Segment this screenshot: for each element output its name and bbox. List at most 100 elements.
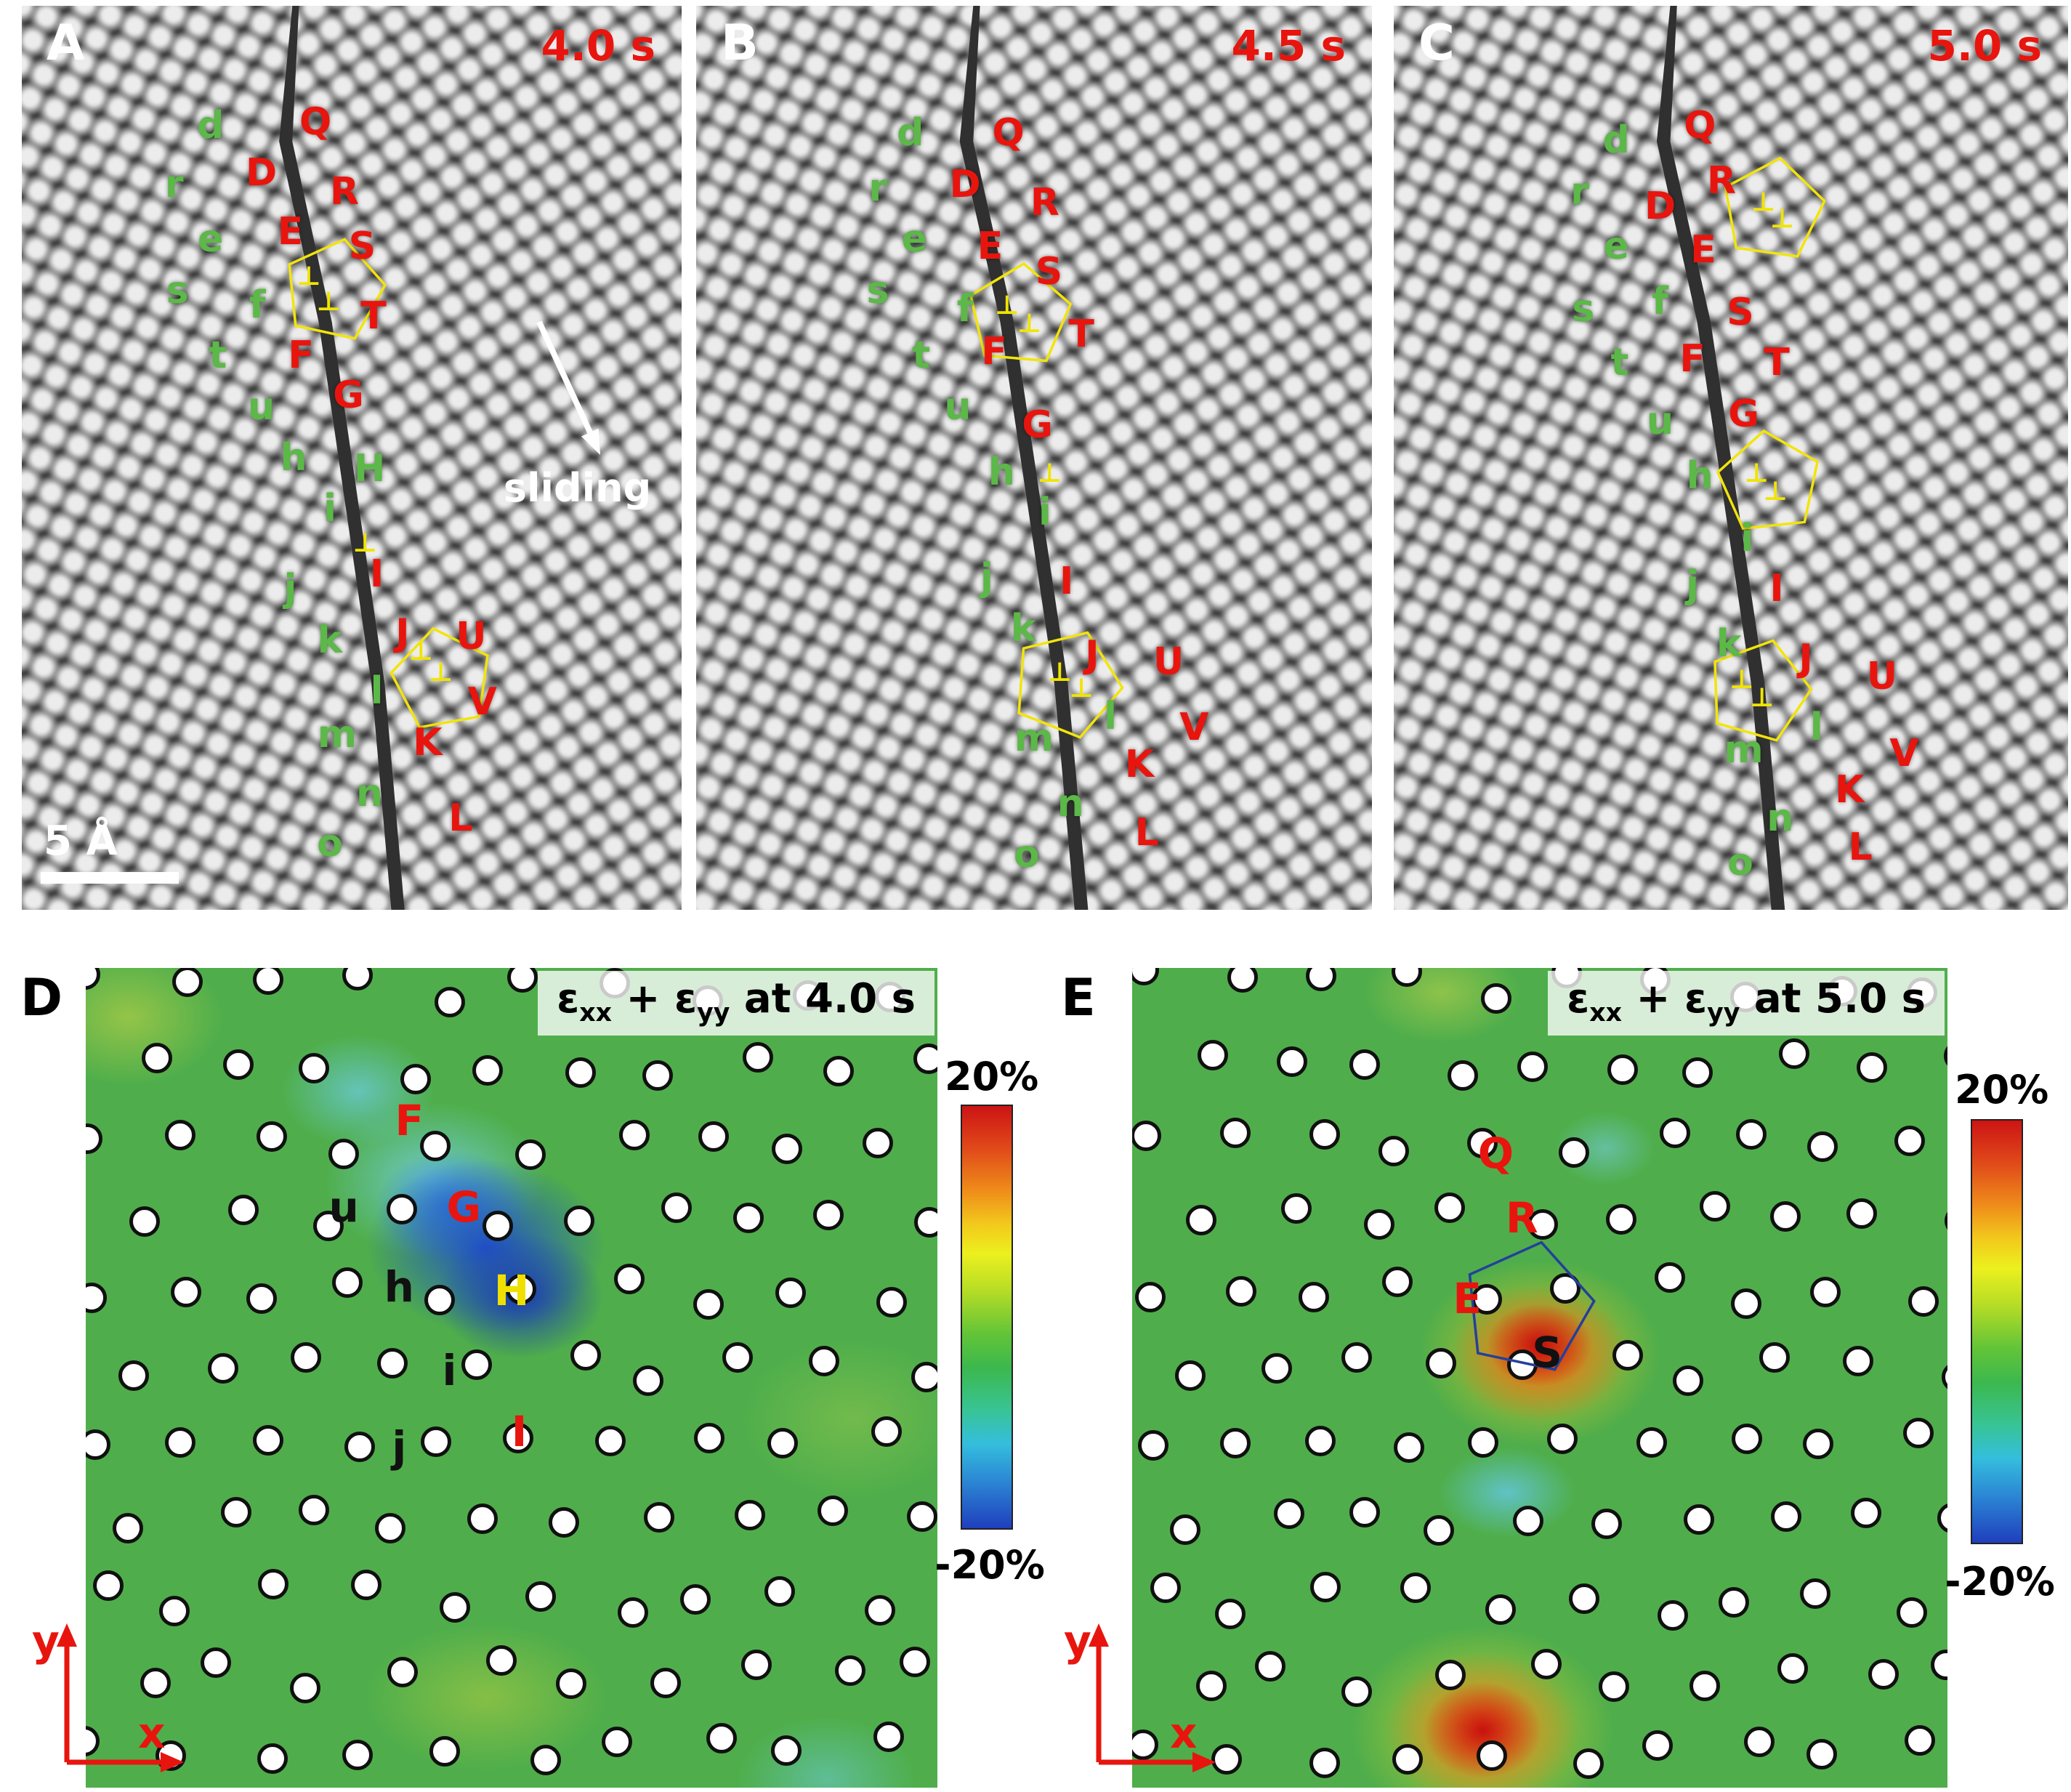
xy-axes-d: y x bbox=[32, 1616, 184, 1772]
atom-circle bbox=[1770, 1501, 1801, 1533]
atom-circle bbox=[424, 1284, 456, 1315]
atom-circle bbox=[617, 1597, 648, 1628]
atom-circle bbox=[1806, 1739, 1837, 1770]
atom-circle bbox=[1261, 1353, 1293, 1384]
atom-circle bbox=[1170, 1514, 1201, 1546]
atom-circle bbox=[514, 1139, 546, 1171]
atom-label-⊥: ⊥ bbox=[1744, 459, 1769, 489]
atom-label-Q: Q bbox=[1684, 104, 1716, 148]
atom-label-e: e bbox=[198, 217, 224, 261]
atom-circle bbox=[1476, 1740, 1507, 1771]
atom-circle bbox=[1393, 1432, 1424, 1464]
atom-label-D: D bbox=[1644, 185, 1676, 229]
pentagon-overlay bbox=[696, 6, 1372, 910]
atom-circle bbox=[201, 1647, 232, 1679]
atom-circle bbox=[482, 1211, 513, 1242]
atom-label-S: S bbox=[1727, 290, 1754, 334]
atom-circle bbox=[1195, 1671, 1227, 1702]
atom-circle bbox=[1485, 1594, 1517, 1626]
atom-label-T: T bbox=[360, 294, 387, 338]
atom-label-Q: Q bbox=[1477, 1128, 1514, 1178]
dislocation-pentagon bbox=[1715, 641, 1811, 740]
atom-circle bbox=[564, 1206, 595, 1237]
atom-circle bbox=[386, 1194, 417, 1225]
atom-label-⊥: ⊥ bbox=[1751, 187, 1775, 218]
atom-circle bbox=[164, 1119, 195, 1150]
atom-label-u: u bbox=[1647, 400, 1674, 444]
atom-circle bbox=[344, 1432, 375, 1463]
atom-label-E: E bbox=[977, 224, 1004, 268]
atom-circle bbox=[129, 1206, 160, 1237]
atom-circle bbox=[808, 1346, 839, 1377]
y-axis-arrowhead bbox=[1089, 1623, 1109, 1647]
atom-label-D: D bbox=[246, 151, 278, 195]
atom-circle bbox=[633, 1365, 664, 1396]
atom-label-n: n bbox=[1057, 782, 1084, 826]
atom-circle bbox=[1467, 1427, 1498, 1458]
atom-label-T: T bbox=[1068, 312, 1094, 356]
atom-label-R: R bbox=[1505, 1193, 1538, 1243]
atom-circle bbox=[530, 1744, 561, 1775]
atom-circle bbox=[1274, 1498, 1305, 1530]
atom-circle bbox=[680, 1584, 711, 1615]
atom-circle bbox=[570, 1339, 602, 1371]
atom-label-I: I bbox=[1769, 567, 1784, 611]
atom-circle bbox=[911, 1362, 937, 1393]
atom-circle bbox=[1803, 1429, 1834, 1460]
atom-circle bbox=[1568, 1583, 1599, 1615]
atom-circle bbox=[1777, 1652, 1809, 1684]
atom-circle bbox=[733, 1203, 764, 1234]
x-axis-arrowhead bbox=[1192, 1752, 1216, 1772]
atom-circle bbox=[257, 1121, 288, 1153]
atom-circle bbox=[298, 1052, 329, 1083]
atom-label-V: V bbox=[1889, 731, 1919, 775]
atom-circle bbox=[1606, 1203, 1637, 1235]
epsilon-symbol: ε bbox=[1567, 975, 1590, 1022]
atom-circle bbox=[698, 1121, 729, 1153]
atom-label-f: f bbox=[249, 283, 266, 327]
atom-label-H: H bbox=[353, 446, 386, 491]
atom-circle bbox=[1659, 1117, 1690, 1148]
atom-label-⊥: ⊥ bbox=[352, 528, 377, 559]
pentagon-overlay bbox=[22, 6, 682, 910]
atom-label-j: j bbox=[392, 1421, 407, 1472]
atom-label-u: u bbox=[248, 385, 275, 429]
atom-circle bbox=[1198, 1039, 1229, 1070]
colorbar-min-label: -20% bbox=[1945, 1559, 2055, 1605]
atom-circle bbox=[1530, 1648, 1562, 1679]
atom-label-U: U bbox=[456, 615, 487, 659]
atom-label-⊥: ⊥ bbox=[296, 262, 321, 292]
epsilon-sub-yy: yy bbox=[697, 998, 730, 1028]
atom-label-Q: Q bbox=[992, 111, 1025, 156]
atom-circle bbox=[548, 1507, 579, 1538]
atom-circle bbox=[865, 1594, 896, 1626]
atom-circle bbox=[1150, 1573, 1182, 1604]
atom-circle bbox=[331, 1267, 363, 1299]
atom-label-G: G bbox=[1022, 403, 1053, 448]
atom-label-L: L bbox=[448, 796, 473, 841]
atom-label-J: J bbox=[1085, 633, 1099, 677]
atom-circle bbox=[1806, 1131, 1838, 1162]
x-axis-arrowhead bbox=[161, 1752, 184, 1772]
atom-circle bbox=[506, 1273, 537, 1304]
colorbar-max-label: 20% bbox=[945, 1054, 1039, 1099]
atom-circle bbox=[1735, 1118, 1767, 1150]
atom-circle bbox=[1683, 1504, 1714, 1535]
atom-circle bbox=[650, 1667, 681, 1698]
atom-label-K: K bbox=[413, 720, 443, 764]
atom-circle bbox=[906, 1501, 937, 1532]
atom-circle bbox=[1341, 1341, 1373, 1373]
atom-circle bbox=[223, 1049, 254, 1080]
atom-circle bbox=[1467, 1128, 1498, 1159]
atom-circle bbox=[1700, 1191, 1731, 1222]
atom-circle bbox=[290, 1341, 321, 1373]
atom-circle bbox=[1607, 1054, 1639, 1085]
atom-circle bbox=[467, 1504, 498, 1535]
atom-label-L: L bbox=[1848, 826, 1873, 870]
